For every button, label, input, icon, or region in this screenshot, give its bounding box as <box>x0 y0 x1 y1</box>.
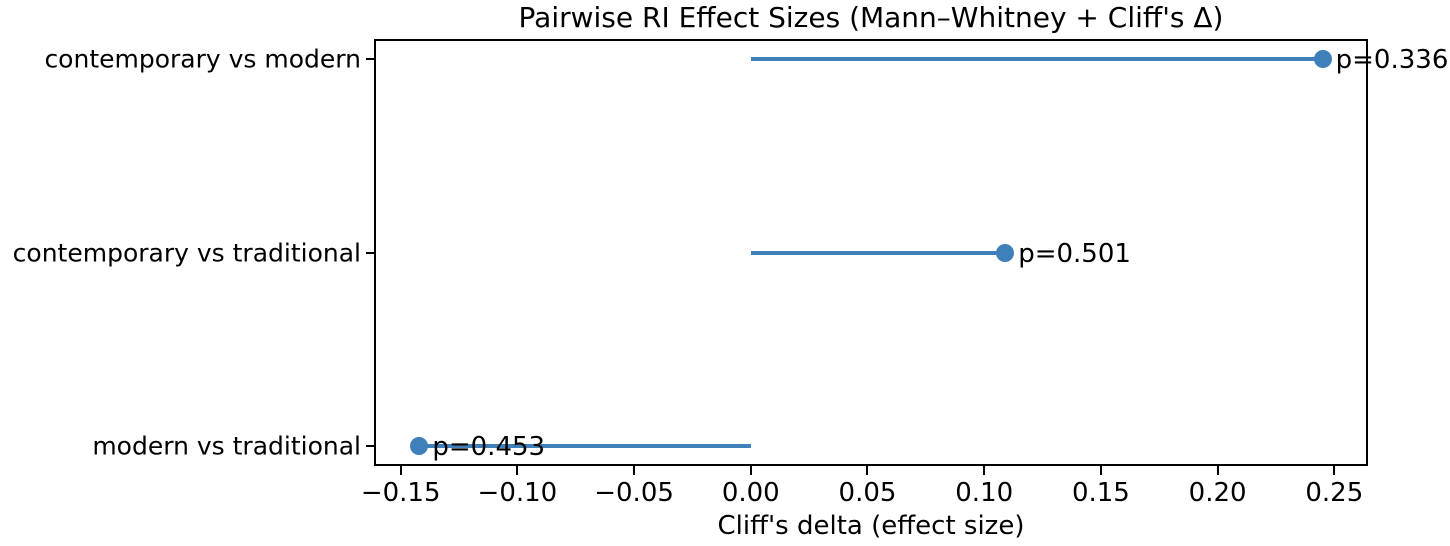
x-tick-mark <box>516 466 519 475</box>
x-tick-label: 0.15 <box>1071 478 1130 508</box>
stem-line <box>750 57 1323 62</box>
x-tick-label: −0.05 <box>594 478 674 508</box>
x-tick-label: 0.10 <box>955 478 1014 508</box>
x-tick-mark <box>1099 466 1102 475</box>
y-tick-label: contemporary vs traditional <box>12 238 361 267</box>
x-tick-mark <box>1216 466 1219 475</box>
x-tick-label: 0.20 <box>1188 478 1247 508</box>
x-tick-mark <box>749 466 752 475</box>
x-tick-mark <box>866 466 869 475</box>
data-point-marker <box>996 243 1015 262</box>
x-tick-mark <box>399 466 402 475</box>
p-value-label: p=0.336 <box>1335 45 1449 76</box>
y-tick-mark <box>366 444 375 447</box>
x-tick-label: −0.10 <box>477 478 558 508</box>
data-point-marker <box>1313 50 1332 69</box>
x-tick-label: 0.00 <box>721 478 780 508</box>
p-value-label: p=0.453 <box>432 431 546 462</box>
chart-title: Pairwise RI Effect Sizes (Mann–Whitney +… <box>518 1 1224 34</box>
x-tick-label: −0.15 <box>360 478 441 508</box>
x-axis-label: Cliff's delta (effect size) <box>717 511 1025 541</box>
x-tick-label: 0.05 <box>838 478 897 508</box>
stem-line <box>419 443 751 448</box>
y-tick-label: modern vs traditional <box>92 431 361 461</box>
p-value-label: p=0.501 <box>1018 238 1131 269</box>
y-tick-mark <box>366 251 375 254</box>
x-tick-mark <box>1333 466 1336 475</box>
x-tick-mark <box>633 466 636 475</box>
data-point-marker <box>410 436 429 455</box>
x-tick-mark <box>983 466 986 475</box>
stem-line <box>750 250 1006 255</box>
y-tick-mark <box>366 58 375 61</box>
x-tick-label: 0.25 <box>1305 478 1364 508</box>
y-tick-label: contemporary vs modern <box>44 44 361 74</box>
